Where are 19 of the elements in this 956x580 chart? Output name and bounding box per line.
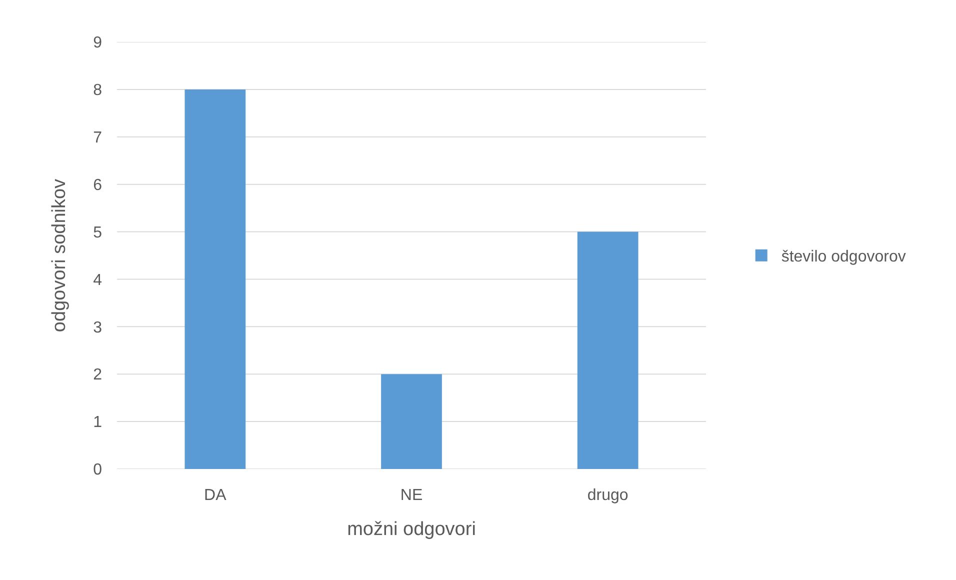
x-tick-label: NE (400, 487, 423, 504)
y-tick-label: 4 (93, 272, 102, 289)
x-tick-label: DA (204, 487, 227, 504)
y-tick-label: 3 (93, 319, 102, 336)
bar (184, 89, 246, 469)
y-axis-title: odgovori sodnikov (48, 178, 70, 332)
y-tick-label: 2 (93, 366, 102, 384)
x-tick-label: drugo (587, 487, 628, 504)
y-tick-label: 0 (93, 462, 102, 479)
bar (577, 232, 638, 469)
bar (381, 374, 442, 469)
y-tick-label: 8 (93, 82, 102, 100)
y-tick-label: 1 (93, 414, 102, 432)
y-tick-label: 6 (93, 176, 102, 194)
y-tick-label: 7 (93, 129, 102, 146)
x-axis-title: možni odgovori (347, 518, 476, 540)
legend-label: število odgovorov (781, 248, 906, 266)
y-tick-label: 9 (93, 34, 102, 52)
y-tick-label: 5 (93, 224, 102, 242)
